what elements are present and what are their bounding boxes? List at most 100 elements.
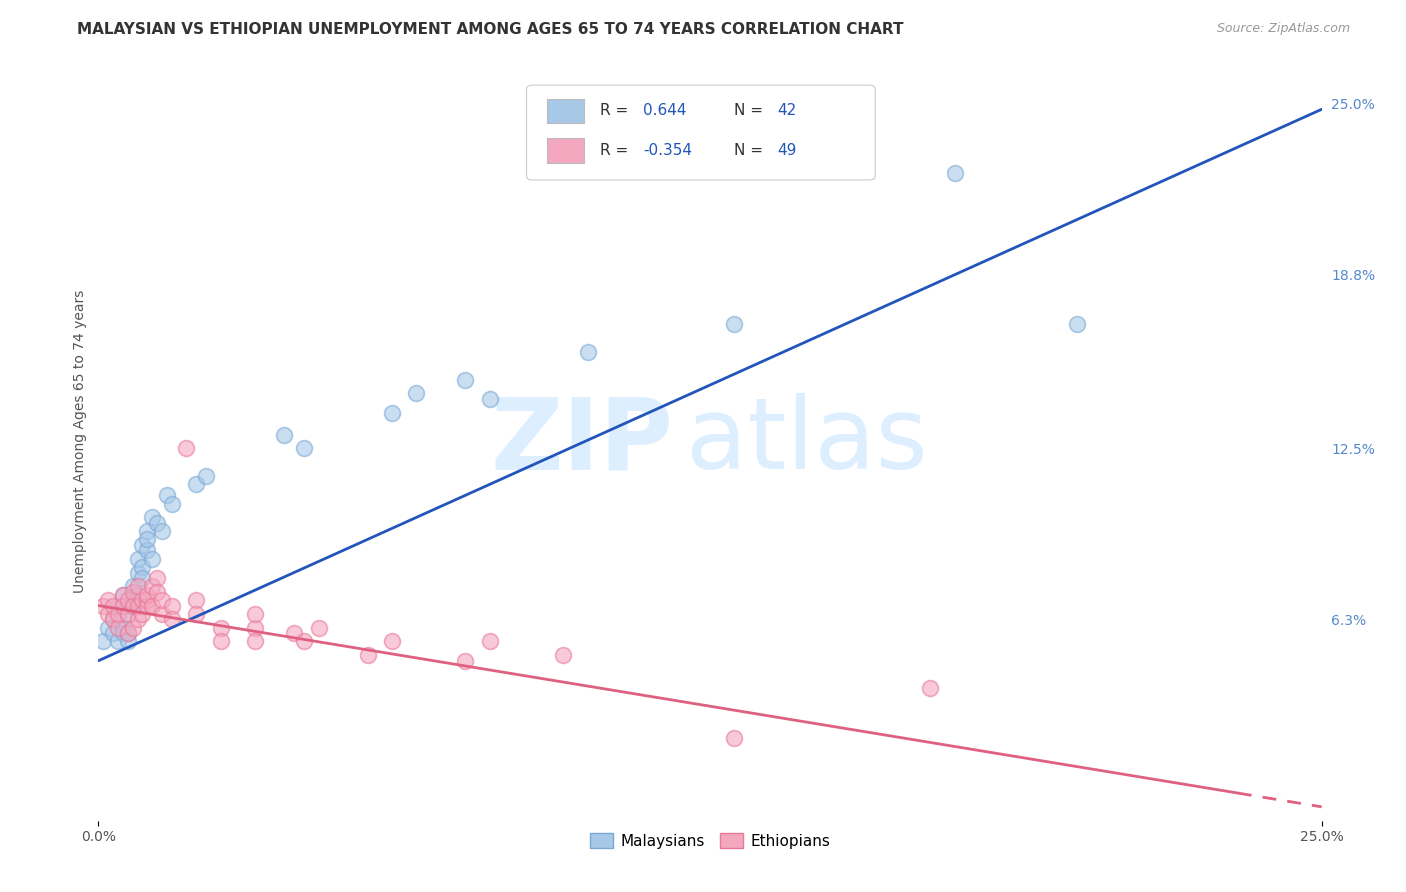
Point — [156, 488, 179, 502]
Point — [160, 612, 183, 626]
Point — [141, 579, 163, 593]
Point — [176, 442, 198, 456]
Point — [308, 621, 330, 635]
Point — [121, 599, 143, 613]
Point — [101, 612, 124, 626]
Point — [136, 593, 159, 607]
Point — [111, 626, 134, 640]
FancyBboxPatch shape — [547, 99, 583, 123]
Point — [101, 626, 124, 640]
Point — [91, 599, 114, 613]
Point — [107, 607, 129, 621]
Point — [283, 626, 305, 640]
Point — [91, 634, 114, 648]
Point — [160, 599, 183, 613]
Point — [101, 612, 124, 626]
Point — [146, 571, 169, 585]
Point — [121, 584, 143, 599]
Point — [131, 571, 153, 585]
Point — [111, 588, 134, 602]
Point — [243, 607, 266, 621]
Point — [136, 543, 159, 558]
Point — [150, 593, 173, 607]
Point — [97, 607, 120, 621]
Point — [127, 579, 149, 593]
Point — [136, 533, 159, 547]
Point — [127, 599, 149, 613]
Point — [405, 386, 427, 401]
Point — [150, 524, 173, 538]
Text: -0.354: -0.354 — [643, 143, 692, 158]
Point — [141, 510, 163, 524]
Point — [186, 607, 208, 621]
Point — [356, 648, 378, 663]
Point — [146, 584, 169, 599]
Point — [454, 654, 477, 668]
Point — [111, 588, 134, 602]
Point — [186, 477, 208, 491]
Point — [111, 621, 134, 635]
Text: MALAYSIAN VS ETHIOPIAN UNEMPLOYMENT AMONG AGES 65 TO 74 YEARS CORRELATION CHART: MALAYSIAN VS ETHIOPIAN UNEMPLOYMENT AMON… — [77, 22, 904, 37]
Point — [136, 599, 159, 613]
Point — [576, 345, 599, 359]
Point — [117, 607, 139, 621]
Point — [107, 621, 129, 635]
Point — [117, 634, 139, 648]
Point — [127, 612, 149, 626]
Point — [209, 634, 232, 648]
FancyBboxPatch shape — [526, 85, 875, 180]
Point — [111, 599, 134, 613]
Point — [381, 406, 404, 420]
Text: R =: R = — [600, 103, 633, 119]
Point — [101, 599, 124, 613]
Point — [195, 469, 218, 483]
Point — [131, 593, 153, 607]
Text: Source: ZipAtlas.com: Source: ZipAtlas.com — [1216, 22, 1350, 36]
Point — [97, 593, 120, 607]
Point — [723, 318, 745, 332]
Point — [141, 551, 163, 566]
Point — [150, 607, 173, 621]
Point — [136, 524, 159, 538]
Point — [292, 442, 315, 456]
Text: N =: N = — [734, 103, 768, 119]
Point — [273, 427, 295, 442]
Text: 49: 49 — [778, 143, 797, 158]
Point — [136, 588, 159, 602]
Point — [117, 626, 139, 640]
Y-axis label: Unemployment Among Ages 65 to 74 years: Unemployment Among Ages 65 to 74 years — [73, 290, 87, 593]
Point — [920, 681, 942, 696]
Text: R =: R = — [600, 143, 633, 158]
Text: ZIP: ZIP — [491, 393, 673, 490]
Point — [117, 593, 139, 607]
Point — [97, 621, 120, 635]
Point — [107, 599, 129, 613]
Text: N =: N = — [734, 143, 768, 158]
Point — [127, 551, 149, 566]
Point — [553, 648, 575, 663]
Point — [243, 621, 266, 635]
Point — [454, 372, 477, 386]
Text: 0.644: 0.644 — [643, 103, 686, 119]
Point — [209, 621, 232, 635]
Point — [127, 588, 149, 602]
Point — [141, 599, 163, 613]
Point — [943, 166, 966, 180]
Point — [478, 634, 501, 648]
Point — [186, 593, 208, 607]
Point — [381, 634, 404, 648]
Point — [146, 516, 169, 530]
FancyBboxPatch shape — [547, 138, 583, 162]
Point — [121, 579, 143, 593]
Text: atlas: atlas — [686, 393, 927, 490]
Point — [107, 634, 129, 648]
Legend: Malaysians, Ethiopians: Malaysians, Ethiopians — [583, 827, 837, 855]
Point — [1066, 318, 1088, 332]
Point — [121, 599, 143, 613]
Point — [478, 392, 501, 406]
Point — [160, 497, 183, 511]
Point — [121, 621, 143, 635]
Text: 42: 42 — [778, 103, 797, 119]
Point — [243, 634, 266, 648]
Point — [292, 634, 315, 648]
